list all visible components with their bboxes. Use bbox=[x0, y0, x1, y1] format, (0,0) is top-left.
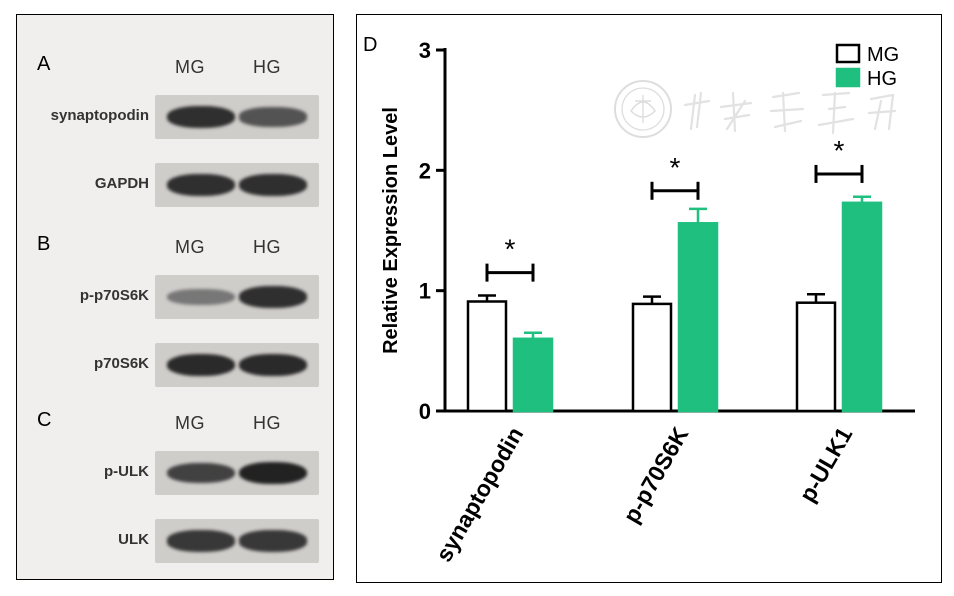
blot-row-label: ULK bbox=[118, 531, 149, 548]
legend-label-mg: MG bbox=[867, 44, 899, 66]
lane-label-hg: HG bbox=[253, 57, 281, 77]
blot-band-mg bbox=[167, 530, 235, 552]
significance-star: * bbox=[505, 234, 516, 265]
lane-label-mg: MG bbox=[175, 413, 205, 433]
watermark bbox=[613, 71, 903, 156]
y-tick-label: 3 bbox=[419, 38, 431, 63]
bar-hg-synaptopodin bbox=[512, 337, 554, 413]
panel-letter-d: D bbox=[363, 34, 377, 56]
significance-star: * bbox=[670, 152, 681, 183]
lane-label-mg: MG bbox=[175, 237, 205, 257]
bar-hg-p-p70s6k bbox=[677, 222, 719, 413]
blot-strip bbox=[155, 275, 319, 319]
bar-hg-p-ulk1 bbox=[841, 201, 883, 413]
blot-band-mg bbox=[167, 288, 235, 306]
bar-mg-p-p70s6k bbox=[631, 302, 673, 413]
y-tick-label: 2 bbox=[419, 158, 431, 183]
y-axis-label: Relative Expression Level bbox=[380, 107, 402, 354]
lane-label-hg: HG bbox=[253, 413, 281, 433]
blot-row-label: synaptopodin bbox=[50, 107, 149, 124]
x-tick-label: synaptopodin bbox=[430, 423, 528, 567]
y-tick-label: 0 bbox=[419, 399, 431, 424]
blot-strip bbox=[155, 519, 319, 563]
legend-swatch-hg bbox=[835, 67, 861, 88]
x-tick-label: p-ULK1 bbox=[794, 422, 858, 506]
blot-strip bbox=[155, 451, 319, 495]
blot-row-label: p70S6K bbox=[93, 355, 149, 372]
seal-icon bbox=[614, 80, 672, 138]
lane-label-mg: MG bbox=[175, 57, 205, 77]
watermark-script bbox=[683, 91, 897, 135]
legend-swatch-mg bbox=[835, 43, 861, 64]
blot-band-hg bbox=[239, 174, 307, 196]
blot-row-label: p-ULK bbox=[104, 463, 149, 480]
blot-band-hg bbox=[239, 530, 307, 552]
blot-band-mg bbox=[167, 462, 235, 484]
bar-mg-synaptopodin bbox=[466, 300, 508, 413]
panel-letter-a: A bbox=[37, 53, 51, 75]
blot-band-hg bbox=[239, 353, 307, 377]
blot-band-hg bbox=[239, 286, 307, 308]
blot-band-mg bbox=[167, 106, 235, 128]
lane-label-hg: HG bbox=[253, 237, 281, 257]
panel-letter-b: B bbox=[37, 233, 51, 255]
blot-strip bbox=[155, 95, 319, 139]
bar-chart: D 0 1 2 3 Relative Expression Level synaptopod… bbox=[363, 34, 915, 567]
blot-strip bbox=[155, 163, 319, 207]
blot-row-label: p-p70S6K bbox=[79, 287, 149, 304]
blot-band-mg bbox=[167, 353, 235, 377]
x-tick-label: p-p70S6K bbox=[618, 422, 694, 527]
blot-band-mg bbox=[167, 174, 235, 196]
significance-star: * bbox=[834, 135, 845, 166]
blot-strip bbox=[155, 343, 319, 387]
bar-mg-p-ulk1 bbox=[795, 301, 837, 413]
blot-row-label: GAPDH bbox=[94, 175, 149, 192]
blot-band-hg bbox=[239, 461, 307, 485]
bar-chart-panel: D 0 1 2 3 Relative Expression Level synaptopod… bbox=[356, 14, 942, 583]
blot-band-hg bbox=[239, 107, 307, 127]
legend-label-hg: HG bbox=[867, 68, 897, 90]
panel-letter-c: C bbox=[37, 409, 52, 431]
y-tick-label: 1 bbox=[419, 279, 431, 304]
western-blot-panel: A MG HG synaptopodin GAPDH B MG HG p-p70S6K p70S6… bbox=[16, 14, 334, 580]
